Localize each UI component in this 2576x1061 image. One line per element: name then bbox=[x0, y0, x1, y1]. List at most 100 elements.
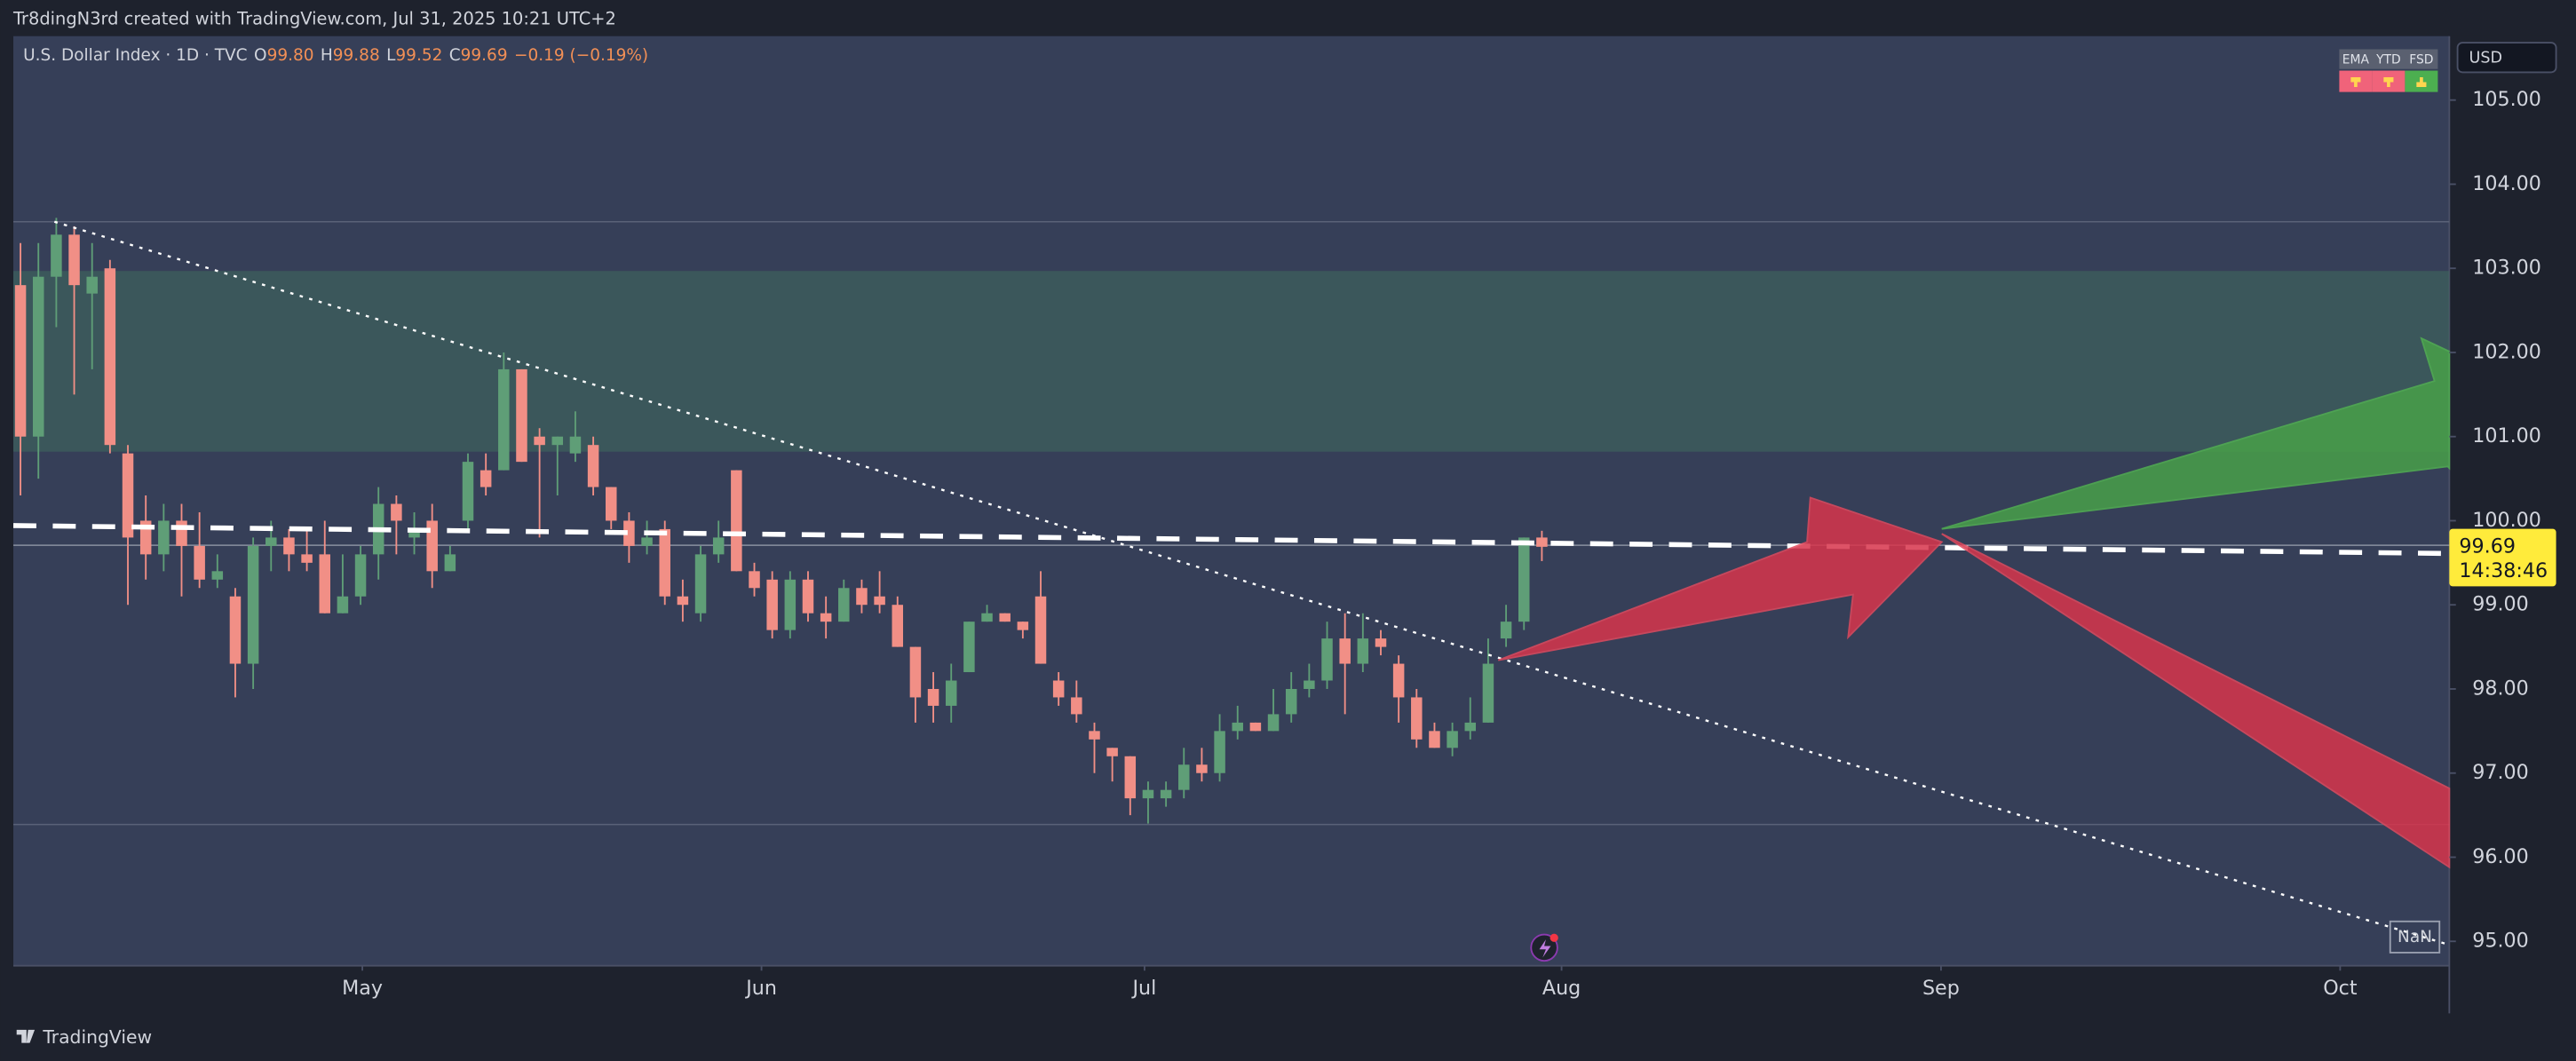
candle-body bbox=[104, 268, 116, 446]
candles bbox=[14, 218, 1548, 824]
candle-body bbox=[802, 579, 814, 614]
candle-body bbox=[1429, 731, 1440, 748]
candle-body bbox=[516, 368, 527, 463]
candle-body bbox=[641, 537, 653, 546]
candle-body bbox=[194, 545, 205, 580]
candle-body bbox=[659, 528, 670, 597]
candle-body bbox=[1034, 596, 1047, 664]
candle-body bbox=[247, 545, 259, 664]
candle-body bbox=[749, 571, 760, 589]
value: 99.69 bbox=[461, 46, 508, 65]
candle-body bbox=[856, 588, 868, 606]
candle-body bbox=[14, 285, 27, 437]
candle-body bbox=[122, 453, 134, 538]
candle-body bbox=[1411, 697, 1423, 740]
candle-body bbox=[1249, 722, 1262, 732]
candle-body bbox=[999, 613, 1011, 622]
candle-body bbox=[462, 462, 474, 521]
candle-body bbox=[1536, 537, 1548, 547]
candle-body bbox=[1160, 789, 1172, 799]
candle-body bbox=[32, 276, 44, 437]
key: C bbox=[449, 46, 461, 65]
price-axis bbox=[2449, 36, 2576, 1014]
y-tick-label: 95.00 bbox=[2472, 930, 2529, 953]
x-tick-label: Aug bbox=[1542, 977, 1581, 1000]
candle-body bbox=[229, 596, 242, 664]
candle-body bbox=[1071, 697, 1082, 715]
candle-body bbox=[1321, 638, 1333, 681]
candle-body bbox=[731, 470, 742, 572]
candle-body bbox=[838, 588, 850, 622]
value: 99.88 bbox=[333, 46, 380, 65]
last-price: 99.69 bbox=[2459, 534, 2516, 558]
badge-icon bbox=[2416, 76, 2427, 88]
symbol: U.S. Dollar Index · 1D · TVC O99.80 H99.88… bbox=[23, 46, 648, 65]
candle-body bbox=[176, 520, 187, 546]
candle-body bbox=[51, 234, 62, 277]
candle-body bbox=[1339, 638, 1351, 664]
candle-body bbox=[945, 680, 957, 706]
candle-body bbox=[909, 646, 922, 698]
key: O bbox=[254, 46, 267, 65]
x-tick-label: Jun bbox=[744, 977, 777, 1000]
key: H bbox=[321, 46, 333, 65]
value: 99.52 bbox=[395, 46, 442, 65]
candle-body bbox=[319, 554, 330, 614]
y-tick-label: 105.00 bbox=[2472, 88, 2541, 111]
candle-body bbox=[784, 579, 797, 630]
candle-body bbox=[963, 622, 975, 673]
candle-body bbox=[587, 445, 599, 487]
header: Tr8dingN3rd created with TradingView.com… bbox=[12, 9, 616, 29]
candle-body bbox=[391, 503, 402, 521]
y-tick-label: 96.00 bbox=[2472, 845, 2529, 868]
y-tick-label: 99.00 bbox=[2472, 593, 2529, 616]
tv-logo bbox=[16, 1029, 36, 1043]
candle-body bbox=[623, 520, 635, 546]
x-tick-label: Jul bbox=[1131, 977, 1157, 1000]
candle-body bbox=[283, 537, 295, 555]
event-icon-bolt bbox=[1539, 939, 1551, 958]
candle-body bbox=[981, 613, 993, 622]
candle-body bbox=[766, 579, 778, 630]
change: −0.19 (−0.19%) bbox=[514, 46, 648, 65]
candle-body bbox=[408, 528, 420, 538]
arrow-down-red bbox=[1941, 533, 2451, 869]
candle-body bbox=[498, 368, 510, 471]
candle-body bbox=[1124, 756, 1137, 799]
nan-label: NaN bbox=[2398, 928, 2432, 946]
candle-body bbox=[1285, 688, 1297, 715]
arrow-up-red bbox=[1497, 496, 1944, 661]
trendline bbox=[53, 220, 2448, 946]
badges: EMA YTD FSD bbox=[2339, 49, 2438, 92]
candle-body bbox=[874, 596, 885, 606]
candle-body bbox=[1518, 537, 1530, 622]
candle-body bbox=[86, 276, 98, 294]
countdown: 14:38:46 bbox=[2459, 559, 2548, 582]
candle-body bbox=[1106, 748, 1118, 756]
badge-label: FSD bbox=[2409, 53, 2433, 67]
y-tick-label: 101.00 bbox=[2472, 424, 2541, 447]
candle-body bbox=[569, 436, 582, 454]
candle-body bbox=[1500, 622, 1512, 639]
footer: TradingView bbox=[42, 1026, 152, 1048]
x-tick-label: Oct bbox=[2323, 977, 2358, 1000]
candle-body bbox=[1267, 714, 1280, 732]
x-tick-label: Sep bbox=[1922, 977, 1960, 1000]
symbol-legend: U.S. Dollar Index · 1D · TVC O99.80 H99.88… bbox=[23, 46, 648, 65]
badge-label: EMA bbox=[2342, 53, 2370, 67]
candle-body bbox=[677, 596, 689, 606]
candle-body bbox=[927, 688, 939, 706]
resistance-zone bbox=[13, 271, 2450, 452]
candle-body bbox=[712, 537, 725, 555]
candle-body bbox=[1089, 731, 1100, 740]
y-tick-label: 97.00 bbox=[2472, 761, 2529, 784]
badge-label: YTD bbox=[2375, 53, 2401, 67]
candle-body bbox=[1482, 663, 1494, 723]
candle-body bbox=[1196, 764, 1208, 773]
currency: USD bbox=[2469, 50, 2503, 67]
currency-box[interactable] bbox=[2456, 42, 2557, 74]
y-tick-label: 100.00 bbox=[2472, 509, 2541, 532]
x-tick-label: May bbox=[342, 977, 383, 1000]
candle-body bbox=[301, 554, 313, 563]
